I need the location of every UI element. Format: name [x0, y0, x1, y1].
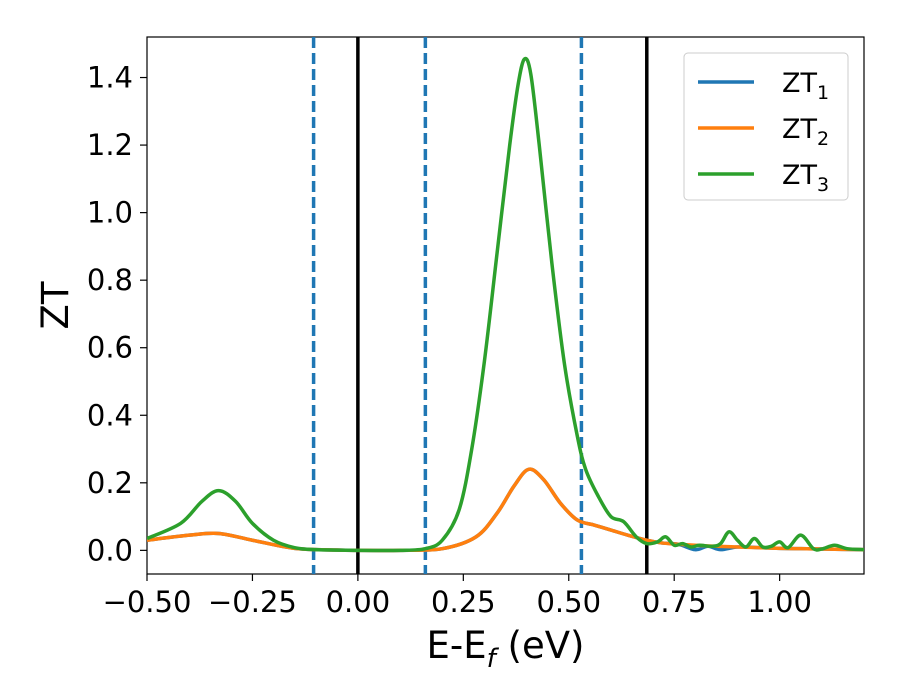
x-tick-label: 0.00 — [326, 585, 391, 619]
y-axis-ticks: 0.0 0.2 0.4 0.6 0.8 1.0 1.2 1.4 — [87, 61, 147, 567]
y-tick-label: 0.6 — [87, 331, 133, 365]
x-axis-label-main: E-E — [427, 624, 487, 667]
x-tick-label: 0.50 — [536, 585, 601, 619]
y-tick-label: 0.0 — [87, 533, 133, 567]
x-axis-label: E-Ef (eV) — [427, 624, 585, 674]
x-tick-label: 0.25 — [431, 585, 496, 619]
x-tick-label: −0.25 — [208, 585, 297, 619]
y-tick-label: 1.4 — [87, 61, 133, 95]
legend-label-zt1: ZT1 — [782, 68, 829, 104]
legend: ZT1 ZT2 ZT3 — [683, 52, 849, 201]
x-tick-label: −0.50 — [103, 585, 192, 619]
x-tick-label: 0.75 — [642, 585, 707, 619]
y-tick-label: 0.2 — [87, 466, 133, 500]
legend-label-zt2: ZT2 — [782, 114, 829, 150]
vertical-reference-lines — [311, 37, 649, 574]
x-tick-label: 1.00 — [747, 585, 812, 619]
legend-box — [683, 52, 849, 201]
y-tick-label: 1.2 — [87, 128, 133, 162]
series-line-zt3 — [147, 56, 864, 553]
series-lines — [147, 56, 864, 553]
x-axis-label-unit: (eV) — [496, 624, 585, 667]
plot-area-frame — [146, 36, 865, 575]
y-tick-label: 0.4 — [87, 398, 133, 432]
legend-label-zt3: ZT3 — [782, 160, 829, 196]
y-tick-label: 0.8 — [87, 263, 133, 297]
y-axis-label: ZT — [34, 281, 77, 329]
y-tick-label: 1.0 — [87, 196, 133, 230]
x-axis-ticks: −0.50 −0.25 0.00 0.25 0.50 0.75 1.00 — [103, 574, 812, 619]
